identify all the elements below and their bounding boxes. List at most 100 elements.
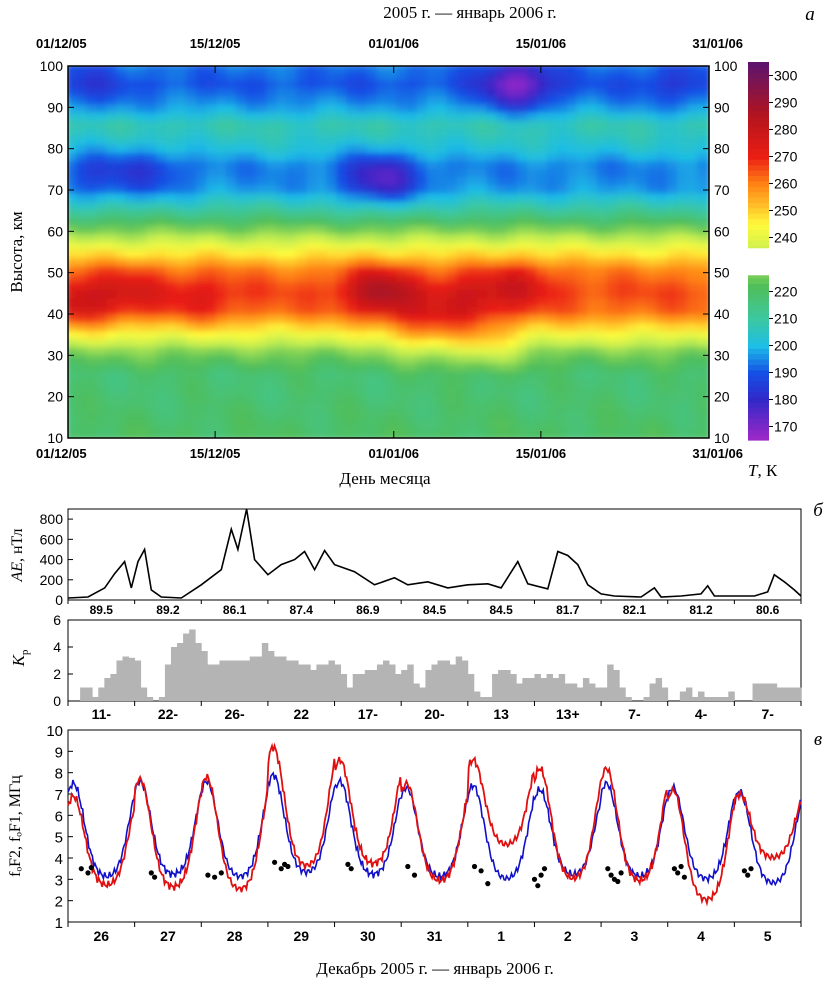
colorbar-step [748,288,769,295]
kp-bar [685,687,693,701]
ionosphere-x-tick-label: 1 [497,928,505,944]
kp-bar [219,660,226,701]
colorbar-step [748,272,769,279]
kp-y-tick-label: 0 [53,693,61,709]
heatmap-cell [436,66,451,77]
ionosphere-x-tick-label: 2 [564,928,572,944]
heatmap-cell [426,427,441,438]
ionosphere-y-tick-label: 8 [55,766,63,783]
heatmap-cell [366,427,381,438]
kp-bar [383,660,390,701]
kp-bar [286,660,293,701]
heatmap-x-tick-label: 15/12/05 [190,446,241,461]
ae-interval-label: 89.2 [156,603,180,617]
colorbar-step [748,240,769,247]
kp-bar [722,697,729,701]
kp-bar [534,674,541,701]
ionosphere-x-tick-label: 29 [293,928,309,944]
kp-bar [607,664,614,701]
heatmap-cell [656,66,671,77]
kp-y-axis-label: Kp [9,649,31,667]
colorbar-step [748,72,769,79]
colorbar-step [748,434,769,441]
heatmap-cell [306,427,321,438]
heatmap-frame [67,65,710,439]
ionosphere-frame [67,729,802,923]
colorbar-step [748,413,769,419]
kp-bar [122,656,129,701]
colorbar-step [748,132,769,139]
colorbar-step [748,143,769,149]
colorbar-step [748,315,769,322]
kp-bar [237,660,245,701]
kp-bar [134,660,142,701]
kp-bar [758,683,766,701]
heatmap-cell [616,427,631,438]
heatmap-cell [166,66,181,77]
foF1-point [348,866,354,872]
colorbar-step [748,369,769,376]
ae-series-line [67,508,802,599]
foF1-point [608,872,614,878]
kp-interval-label: 22- [158,706,179,722]
kp-interval-label: 4- [695,706,708,722]
kp-bar [110,674,117,701]
foF1-point [671,866,678,872]
colorbar-step [748,105,769,112]
heatmap-x-tick-label-top: 15/01/06 [516,36,567,51]
kp-bar [588,683,596,701]
ae-interval-label: 82.1 [623,603,647,617]
heatmap-cell [666,427,681,438]
heatmap-cell [466,66,481,77]
heatmap-cell [266,66,281,77]
heatmap-cell [196,427,211,438]
heatmap-cell [596,66,611,77]
colorbar-tick-label: 270 [774,149,798,165]
heatmap-cell [96,66,110,77]
heatmap-cell [116,66,131,77]
kp-bar [273,656,281,701]
kp-bar [322,664,329,701]
heatmap-cell [76,427,90,438]
kp-bar [704,697,711,701]
foF1-point [152,874,158,880]
kp-bar [195,643,202,701]
heatmap-cell [326,66,341,77]
kp-bar [516,683,523,701]
kp-bar [364,670,372,701]
kp-bar [158,697,166,701]
heatmap-cell [146,427,161,438]
kp-bar [788,687,796,701]
heatmap-cell [506,66,521,77]
heatmap-y-tick-label: 30 [47,347,63,363]
kp-bar [782,687,790,701]
heatmap-cells [68,66,709,438]
kp-bar [298,664,305,701]
heatmap-cell [276,66,291,77]
heatmap-y-tick-label: 40 [47,306,63,322]
foF2-red-line [67,742,802,907]
heatmap-y-axis-label: Высота, км [7,211,26,293]
colorbar-step [748,234,769,241]
heatmap-cell [226,427,241,438]
heatmap-cell [556,66,571,77]
kp-y-tick-label: 4 [53,639,61,655]
heatmap-cell [396,66,411,77]
heatmap-cell [626,66,641,77]
kp-bar [613,670,620,701]
kp-bar [728,691,735,701]
heatmap-cell [276,427,291,438]
kp-bar [328,660,335,701]
kp-bar [794,687,802,701]
ionosphere-x-tick-label: 27 [160,928,176,944]
ionosphere-x-tick-label: 3 [631,928,639,944]
kp-bar [710,697,717,701]
heatmap-x-tick-label-top: 01/01/06 [368,36,419,51]
ae-y-tick-label: 800 [40,511,64,527]
colorbar-step [748,180,769,187]
colorbar-tick-label: 190 [774,365,798,381]
foF1-point [278,866,284,872]
kp-bar [407,664,414,701]
heatmap-cell [206,66,221,77]
